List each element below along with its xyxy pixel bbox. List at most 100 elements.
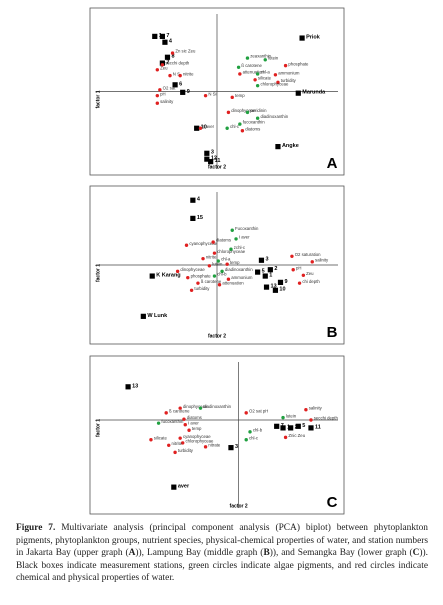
station-label: 2 [274, 266, 277, 272]
point-label: phosphate [191, 273, 212, 278]
station-marker [299, 35, 305, 41]
point-label: salinity [315, 257, 329, 262]
station-label: 8 [171, 54, 174, 60]
point-marker [273, 73, 278, 77]
station-label: 11 [215, 158, 221, 164]
point-marker [160, 63, 165, 67]
station-marker [288, 425, 294, 431]
point-label: turbidity [178, 448, 194, 453]
point-marker [155, 68, 160, 72]
point-marker [234, 237, 238, 241]
station-marker [255, 269, 261, 275]
point-marker [198, 406, 203, 410]
caption: Figure 7. Multivariate analysis (princip… [16, 522, 428, 585]
point-marker [196, 281, 200, 285]
point-label: chlorophyceae [260, 81, 289, 86]
station-label: 9 [285, 279, 288, 285]
point-marker [244, 438, 248, 442]
point-marker [255, 116, 260, 120]
x-axis-label: factor 2 [230, 503, 248, 509]
station-marker [164, 54, 171, 60]
station-marker [125, 384, 131, 390]
point-marker [178, 406, 182, 410]
point-label: N S [173, 71, 180, 76]
station-label: 3 [235, 444, 238, 450]
point-label: chl-a [221, 257, 231, 262]
point-marker [178, 73, 182, 78]
point-label: zeaxanthin [250, 54, 271, 59]
point-marker [283, 435, 288, 440]
point-marker [189, 288, 194, 292]
point-label: nitrate [208, 442, 221, 447]
station-marker [194, 125, 200, 131]
point-label: nitrite [172, 441, 183, 446]
point-marker [155, 93, 160, 98]
station-label: 6 [179, 81, 182, 87]
point-label: chlorophyceae [217, 249, 246, 254]
point-label: Zeu [160, 65, 168, 70]
point-marker [263, 58, 267, 62]
point-label: turbidity [281, 78, 297, 83]
point-label: chl-b [253, 427, 263, 432]
point-label: secchi depth [314, 416, 339, 421]
point-marker [186, 275, 190, 280]
point-label: cyanophyceae [183, 434, 211, 439]
point-marker [168, 73, 172, 78]
point-label: chl-c [230, 124, 240, 129]
point-marker [182, 417, 186, 421]
y-axis-label: factor 1 [95, 419, 101, 437]
point-label: O2 sat [163, 85, 176, 90]
point-label: ß carotene [241, 63, 262, 68]
station-marker [263, 284, 270, 290]
point-marker [155, 101, 160, 105]
point-label: Znic Zeu [288, 433, 305, 438]
station-marker [272, 287, 279, 293]
caption-text: B [263, 548, 270, 559]
station-label: 5 [302, 423, 305, 429]
station-marker [267, 267, 273, 273]
point-label: chlorophyceae [186, 439, 215, 444]
station-label: 15 [197, 215, 203, 221]
caption-text: Multivariate analysis (principal compone… [16, 523, 428, 559]
point-label: silicate [258, 75, 272, 80]
station-marker [171, 484, 177, 490]
panel-frame [89, 355, 345, 515]
station-marker [228, 445, 234, 451]
point-marker [226, 277, 231, 281]
station-marker [274, 423, 280, 429]
station-label: 10 [201, 125, 207, 131]
point-label: dinophyceae [183, 404, 208, 409]
point-marker [201, 256, 205, 261]
point-marker [230, 228, 234, 232]
station-marker [172, 82, 178, 88]
point-label: diadinoxanthin [203, 404, 231, 409]
station-label: Priok [306, 35, 321, 41]
point-marker [255, 72, 260, 76]
station-label: 13 [132, 383, 138, 389]
caption-text: Figure 7. [16, 523, 56, 533]
station-label: Marunda [302, 90, 326, 96]
caption-text: A [128, 548, 136, 559]
point-marker [310, 260, 314, 264]
station-marker [308, 425, 314, 431]
point-label: O2 sat pH [249, 409, 268, 414]
station-label: 3 [265, 257, 268, 263]
station-label: Angke [282, 143, 299, 149]
point-label: diatoms [187, 415, 202, 420]
point-marker [203, 93, 208, 98]
point-label: phosphate [288, 61, 309, 66]
point-marker [290, 254, 294, 259]
point-label: attenuation [222, 280, 244, 285]
station-marker [190, 215, 196, 221]
station-marker [295, 90, 301, 96]
panel-letter: B [327, 324, 338, 341]
point-label: turbidity [194, 286, 210, 291]
station-label: 9 [187, 89, 190, 95]
point-marker [225, 262, 229, 266]
station-marker [204, 150, 210, 156]
point-marker [187, 428, 191, 432]
station-marker [180, 89, 186, 95]
point-marker [253, 78, 257, 82]
